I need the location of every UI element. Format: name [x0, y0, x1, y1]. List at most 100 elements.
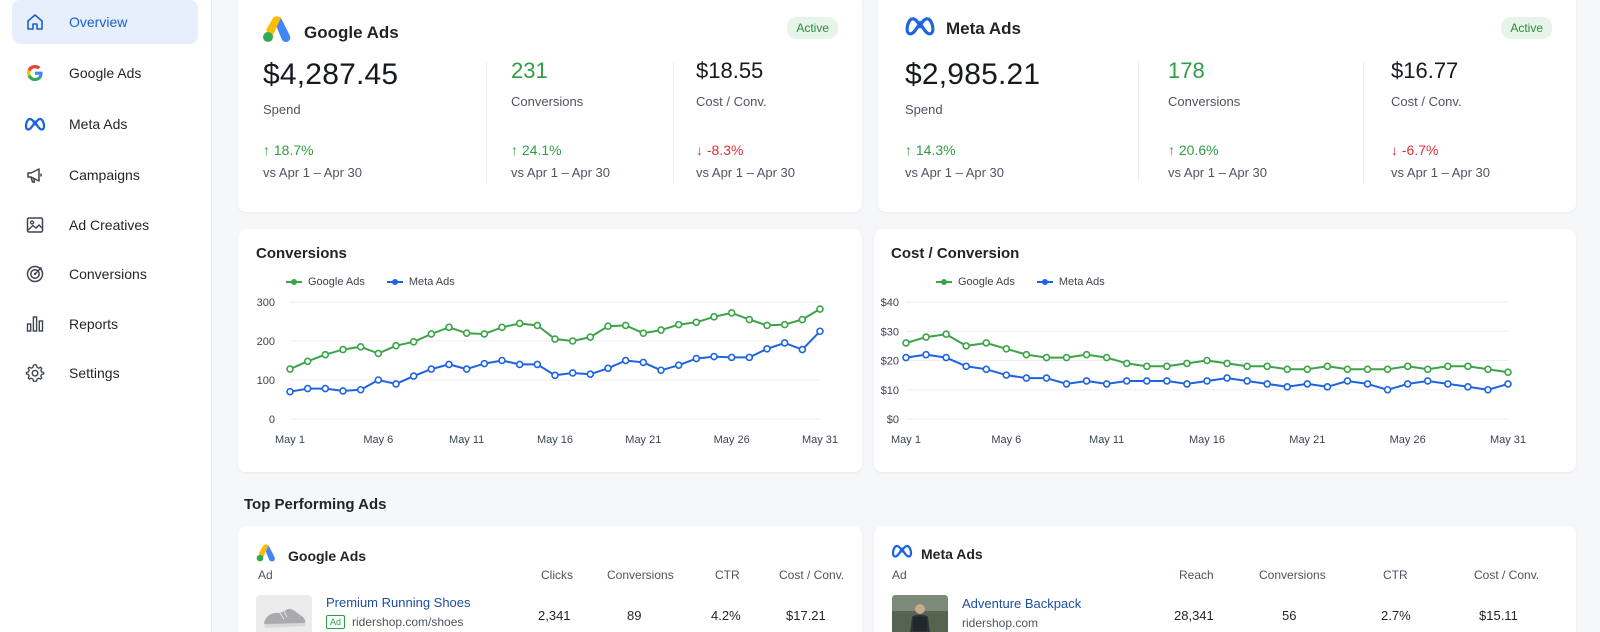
data-point[interactable] — [780, 339, 789, 347]
data-point[interactable] — [1082, 350, 1091, 359]
sidebar-item-settings[interactable]: Settings — [12, 351, 198, 395]
data-point[interactable] — [1303, 365, 1312, 374]
data-point[interactable] — [1082, 377, 1091, 385]
data-point[interactable] — [1062, 380, 1071, 388]
data-point[interactable] — [1243, 362, 1251, 371]
data-point[interactable] — [727, 353, 736, 362]
data-point[interactable] — [1102, 380, 1111, 388]
data-point[interactable] — [339, 345, 347, 354]
data-point[interactable] — [902, 339, 910, 347]
data-point[interactable] — [1203, 377, 1211, 385]
data-point[interactable] — [745, 353, 754, 362]
data-point[interactable] — [710, 313, 718, 321]
data-point[interactable] — [1283, 383, 1292, 391]
data-point[interactable] — [1363, 365, 1372, 374]
data-point[interactable] — [1163, 362, 1171, 371]
sidebar-item-google-ads[interactable]: Google Ads — [12, 51, 198, 95]
data-point[interactable] — [639, 329, 648, 337]
data-point[interactable] — [657, 326, 665, 334]
data-point[interactable] — [568, 369, 577, 377]
data-point[interactable] — [321, 384, 330, 393]
data-point[interactable] — [356, 385, 365, 394]
sidebar-item-meta-ads[interactable]: Meta Ads — [12, 102, 198, 146]
data-point[interactable] — [816, 305, 824, 313]
data-point[interactable] — [1163, 377, 1171, 385]
data-point[interactable] — [1022, 350, 1031, 359]
data-point[interactable] — [639, 358, 648, 367]
data-point[interactable] — [568, 337, 577, 345]
data-point[interactable] — [1243, 377, 1251, 385]
data-point[interactable] — [1042, 353, 1051, 362]
data-point[interactable] — [1443, 380, 1452, 388]
data-point[interactable] — [1203, 356, 1211, 365]
data-point[interactable] — [1484, 385, 1492, 394]
sidebar-item-reports[interactable]: Reports — [12, 302, 198, 346]
data-point[interactable] — [1223, 359, 1231, 368]
legend-item-meta[interactable]: Meta Ads — [386, 276, 455, 288]
data-point[interactable] — [1223, 374, 1231, 382]
data-point[interactable] — [1062, 353, 1071, 362]
data-point[interactable] — [445, 360, 453, 369]
data-point[interactable] — [498, 356, 506, 365]
data-point[interactable] — [1383, 385, 1392, 394]
data-point[interactable] — [1403, 380, 1412, 388]
ad-title-link[interactable]: Adventure Backpack — [962, 596, 1082, 611]
ad-title-link[interactable]: Premium Running Shoes — [326, 595, 471, 610]
legend-item-google[interactable]: Google Ads — [936, 276, 1015, 288]
data-point[interactable] — [1142, 362, 1151, 371]
data-point[interactable] — [621, 356, 630, 365]
data-point[interactable] — [533, 321, 542, 330]
data-point[interactable] — [657, 366, 665, 375]
sidebar-item-conversions[interactable]: Conversions — [12, 252, 198, 296]
data-point[interactable] — [1343, 377, 1352, 385]
data-point[interactable] — [692, 354, 701, 363]
data-point[interactable] — [286, 365, 294, 373]
data-point[interactable] — [1383, 365, 1392, 374]
data-point[interactable] — [745, 315, 754, 324]
legend-item-google[interactable]: Google Ads — [286, 276, 365, 288]
data-point[interactable] — [1423, 377, 1432, 385]
data-point[interactable] — [586, 370, 595, 378]
data-point[interactable] — [942, 330, 950, 338]
data-point[interactable] — [1283, 365, 1292, 374]
data-point[interactable] — [1504, 368, 1512, 376]
data-point[interactable] — [1022, 374, 1031, 382]
data-point[interactable] — [674, 320, 683, 329]
data-point[interactable] — [551, 371, 559, 380]
data-point[interactable] — [763, 345, 771, 353]
data-point[interactable] — [922, 350, 930, 359]
data-point[interactable] — [1363, 380, 1372, 388]
data-point[interactable] — [356, 343, 365, 351]
data-point[interactable] — [1504, 380, 1512, 388]
data-point[interactable] — [392, 341, 400, 350]
data-point[interactable] — [480, 359, 489, 368]
data-point[interactable] — [427, 330, 436, 338]
data-point[interactable] — [621, 321, 630, 330]
data-point[interactable] — [1464, 362, 1472, 371]
data-point[interactable] — [763, 321, 771, 330]
data-point[interactable] — [1263, 362, 1272, 371]
data-point[interactable] — [798, 345, 807, 354]
data-point[interactable] — [445, 323, 453, 332]
data-point[interactable] — [692, 318, 701, 327]
data-point[interactable] — [1122, 359, 1131, 368]
data-point[interactable] — [1122, 377, 1131, 385]
data-point[interactable] — [374, 349, 383, 358]
data-point[interactable] — [1002, 371, 1011, 379]
data-point[interactable] — [962, 342, 970, 350]
data-point[interactable] — [586, 333, 595, 341]
data-point[interactable] — [374, 376, 383, 384]
data-point[interactable] — [339, 387, 347, 395]
data-point[interactable] — [286, 387, 294, 396]
data-point[interactable] — [604, 364, 612, 373]
legend-item-meta[interactable]: Meta Ads — [1036, 276, 1105, 288]
data-point[interactable] — [480, 330, 489, 338]
data-point[interactable] — [1323, 362, 1332, 371]
data-point[interactable] — [982, 365, 991, 374]
data-point[interactable] — [1403, 362, 1412, 371]
data-point[interactable] — [1303, 380, 1312, 388]
sidebar-item-ad-creatives[interactable]: Ad Creatives — [12, 203, 198, 247]
data-point[interactable] — [727, 309, 736, 317]
data-point[interactable] — [1142, 377, 1151, 385]
data-point[interactable] — [1484, 365, 1492, 374]
